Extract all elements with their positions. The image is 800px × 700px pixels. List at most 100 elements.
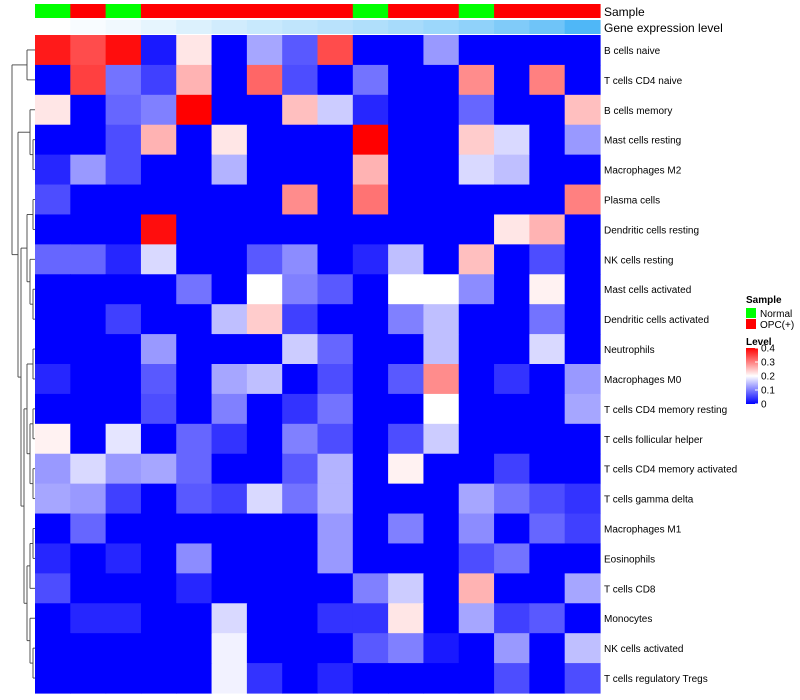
heatmap-cell: [140, 124, 177, 156]
heatmap-cell: [458, 124, 495, 156]
heatmap-cell: [458, 663, 495, 694]
heatmap-cell: [494, 573, 530, 604]
level-legend-title: Level: [746, 337, 772, 348]
heatmap-cell: [388, 64, 425, 96]
heatmap-cell: [211, 633, 248, 664]
heatmap-cell: [35, 184, 71, 216]
heatmap-cell: [35, 304, 71, 335]
heatmap-cell: [282, 214, 319, 245]
heatmap-cell: [458, 274, 495, 305]
heatmap-cell: [352, 304, 389, 335]
expression-annotation-cell: [246, 20, 283, 34]
heatmap-cell: [211, 184, 248, 216]
heatmap-cell: [352, 573, 389, 604]
heatmap-cell: [176, 124, 213, 156]
heatmap-cell: [282, 35, 319, 66]
heatmap-cell: [140, 274, 177, 305]
heatmap-cell: [70, 633, 107, 664]
heatmap-cell: [352, 513, 389, 545]
heatmap-cell: [388, 124, 425, 156]
heatmap-cell: [246, 603, 283, 634]
heatmap-cell: [211, 513, 248, 545]
level-tick-label: 0.1: [761, 386, 775, 397]
heatmap-cell: [70, 364, 107, 395]
heatmap-cell: [70, 184, 107, 216]
expression-annotation-cell: [317, 20, 354, 34]
heatmap-cell: [352, 334, 389, 365]
expression-annotation-cell: [494, 20, 530, 34]
heatmap-cell: [140, 94, 177, 126]
heatmap-cell: [105, 603, 142, 634]
heatmap-cell: [423, 663, 460, 694]
heatmap-cell: [35, 124, 71, 156]
heatmap-cell: [564, 483, 601, 515]
heatmap-cell: [564, 453, 601, 485]
heatmap-cell: [211, 214, 248, 245]
heatmap-cell: [494, 214, 530, 245]
heatmap-cell: [352, 94, 389, 126]
heatmap-cell: [352, 124, 389, 156]
heatmap-cell: [70, 94, 107, 126]
heatmap-cell: [176, 633, 213, 664]
sample-annotation-cell: [317, 4, 354, 18]
heatmap-cell: [458, 364, 495, 395]
heatmap-cell: [282, 663, 319, 694]
heatmap-cell: [317, 603, 354, 634]
heatmap-cell: [176, 393, 213, 425]
heatmap-cell: [246, 393, 283, 425]
heatmap-cell: [458, 94, 495, 126]
heatmap-cell: [317, 244, 354, 275]
heatmap-cell: [564, 573, 601, 604]
heatmap-cell: [529, 184, 566, 216]
heatmap-cell: [564, 304, 601, 335]
row-label: NK cells resting: [604, 255, 673, 266]
heatmap-cell: [35, 94, 71, 126]
heatmap-cell: [423, 35, 460, 66]
heatmap-cell: [70, 334, 107, 365]
level-tick-label: 0: [761, 400, 767, 411]
heatmap-cell: [352, 154, 389, 186]
sample-annotation-cell: [388, 4, 425, 18]
heatmap-cell: [317, 124, 354, 156]
heatmap-cell: [105, 423, 142, 455]
heatmap-cell: [529, 214, 566, 245]
heatmap-cell: [211, 334, 248, 365]
heatmap-cell: [176, 274, 213, 305]
row-label: T cells CD4 naive: [604, 76, 683, 87]
annotation-track-label: Sample: [604, 5, 645, 19]
heatmap-cell: [494, 94, 530, 126]
heatmap-cell: [140, 663, 177, 694]
expression-annotation-cell: [176, 20, 213, 34]
heatmap-cell: [317, 423, 354, 455]
heatmap-cell: [388, 334, 425, 365]
heatmap-cell: [388, 94, 425, 126]
expression-annotation-cell: [282, 20, 319, 34]
heatmap-cell: [564, 513, 601, 545]
heatmap-cell: [140, 35, 177, 66]
row-label: Dendritic cells activated: [604, 315, 709, 326]
heatmap-cell: [246, 663, 283, 694]
heatmap-cell: [529, 423, 566, 455]
heatmap-cell: [282, 124, 319, 156]
expression-annotation-cell: [564, 20, 601, 34]
heatmap-cell: [70, 423, 107, 455]
heatmap-cell: [246, 423, 283, 455]
heatmap-cell: [176, 483, 213, 515]
heatmap-cell: [282, 573, 319, 604]
heatmap-cell: [317, 364, 354, 395]
heatmap-cell: [388, 393, 425, 425]
heatmap-cell: [35, 393, 71, 425]
heatmap-cell: [388, 453, 425, 485]
heatmap-cell: [70, 543, 107, 574]
heatmap-cell: [494, 423, 530, 455]
heatmap-cell: [35, 663, 71, 694]
heatmap-cell: [140, 423, 177, 455]
heatmap-cell: [282, 184, 319, 216]
heatmap-cell: [35, 483, 71, 515]
heatmap-cell: [246, 214, 283, 245]
heatmap-cell: [458, 334, 495, 365]
heatmap-cell: [458, 603, 495, 634]
sample-legend-label: Normal: [760, 309, 792, 320]
heatmap-cell: [140, 184, 177, 216]
